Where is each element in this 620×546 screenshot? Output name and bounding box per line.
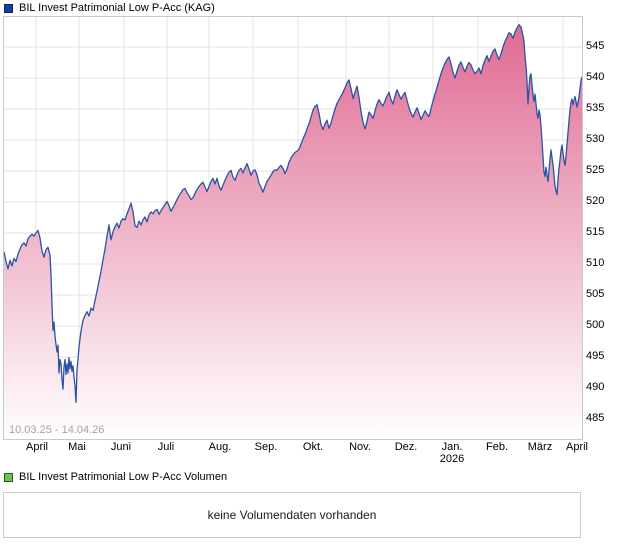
- price-area-chart: [4, 17, 582, 439]
- y-tick-label: 545: [586, 40, 605, 52]
- y-tick-label: 520: [586, 195, 605, 207]
- x-tick-label: Aug.: [208, 441, 232, 453]
- y-tick-label: 510: [586, 257, 605, 269]
- y-tick-label: 525: [586, 164, 605, 176]
- x-tick-label: Okt.: [302, 441, 324, 453]
- y-tick-label: 485: [586, 412, 605, 424]
- volume-legend-label: BIL Invest Patrimonial Low P-Acc Volumen: [19, 471, 228, 483]
- price-legend: BIL Invest Patrimonial Low P-Acc (KAG): [4, 2, 215, 14]
- volume-series-marker-icon: [4, 472, 13, 482]
- x-tick-label: Jan. 2026: [424, 441, 480, 465]
- x-tick-label: April: [25, 441, 48, 453]
- y-tick-label: 490: [586, 381, 605, 393]
- volume-panel: keine Volumendaten vorhanden: [3, 492, 581, 538]
- y-axis: 545 540 535 530 525 520 515 510 505 500 495 490 485: [586, 0, 620, 446]
- x-tick-label: April: [565, 441, 588, 453]
- x-tick-label: Juli: [157, 441, 175, 453]
- x-tick-sublabel: 2026: [439, 453, 465, 465]
- volume-legend: BIL Invest Patrimonial Low P-Acc Volumen: [4, 471, 227, 483]
- x-tick-label: März: [527, 441, 553, 453]
- date-range-label: 10.03.25 - 14.04.26: [9, 424, 105, 436]
- x-tick-label: Dez.: [394, 441, 418, 453]
- no-volume-data-message: keine Volumendaten vorhanden: [207, 508, 377, 522]
- x-tick-label: Sep.: [254, 441, 278, 453]
- price-area-fill: [4, 24, 582, 439]
- y-tick-label: 505: [586, 288, 605, 300]
- x-axis: April Mai Juni Juli Aug. Sep. Okt. Nov. Dez. Jan.…: [0, 441, 620, 469]
- y-tick-label: 530: [586, 133, 605, 145]
- price-legend-label: BIL Invest Patrimonial Low P-Acc (KAG): [19, 2, 215, 14]
- y-tick-label: 495: [586, 350, 605, 362]
- x-tick-label: Juni: [110, 441, 132, 453]
- price-chart-plot-area[interactable]: 10.03.25 - 14.04.26: [3, 16, 583, 440]
- y-tick-label: 540: [586, 71, 605, 83]
- price-series-marker-icon: [4, 3, 13, 13]
- y-tick-label: 535: [586, 102, 605, 114]
- x-tick-label: Mai: [68, 441, 86, 453]
- x-tick-label: Feb.: [485, 441, 508, 453]
- y-tick-label: 500: [586, 319, 605, 331]
- y-tick-label: 515: [586, 226, 605, 238]
- x-tick-label: Nov.: [349, 441, 371, 453]
- price-line: [4, 24, 582, 403]
